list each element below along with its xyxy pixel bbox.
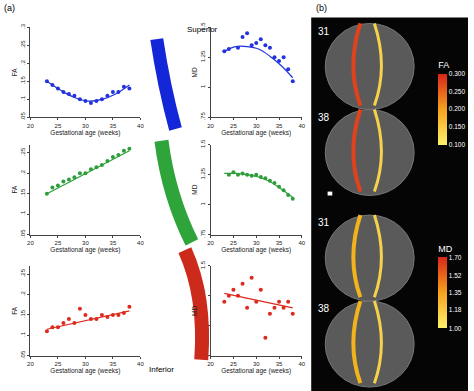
svg-text:1.25: 1.25	[200, 167, 206, 179]
svg-text:30: 30	[253, 361, 260, 367]
svg-text:35: 35	[110, 123, 117, 129]
svg-text:1.5: 1.5	[200, 139, 206, 148]
svg-text:.05: .05	[20, 229, 26, 238]
svg-text:.15: .15	[20, 76, 26, 85]
svg-text:20: 20	[27, 361, 34, 367]
svg-text:40: 40	[299, 240, 306, 246]
svg-text:.75: .75	[200, 350, 206, 359]
svg-text:.05: .05	[20, 112, 26, 121]
svg-text:40: 40	[137, 240, 144, 246]
svg-text:(b): (b)	[316, 3, 327, 13]
svg-text:1: 1	[200, 201, 206, 205]
svg-text:0.150: 0.150	[449, 123, 466, 130]
svg-text:FA: FA	[11, 306, 18, 315]
svg-text:0.300: 0.300	[449, 70, 466, 77]
svg-text:40: 40	[137, 123, 144, 129]
svg-text:1.25: 1.25	[200, 288, 206, 300]
svg-text:.2: .2	[20, 290, 26, 296]
svg-text:35: 35	[276, 361, 283, 367]
svg-text:35: 35	[276, 240, 283, 246]
svg-text:.15: .15	[20, 309, 26, 318]
svg-text:.1: .1	[20, 95, 26, 101]
svg-text:1.18: 1.18	[449, 306, 462, 313]
svg-text:20: 20	[207, 123, 214, 129]
svg-text:Gestational age (weeks): Gestational age (weeks)	[221, 246, 291, 254]
svg-text:1.5: 1.5	[200, 260, 206, 269]
svg-text:.05: .05	[20, 350, 26, 359]
svg-text:25: 25	[55, 240, 62, 246]
svg-text:35: 35	[110, 240, 117, 246]
svg-text:Gestational age (weeks): Gestational age (weeks)	[221, 367, 291, 375]
svg-text:(a): (a)	[4, 3, 15, 13]
svg-text:25: 25	[230, 240, 237, 246]
svg-text:.15: .15	[20, 188, 26, 197]
svg-text:25: 25	[55, 123, 62, 129]
svg-text:1.25: 1.25	[200, 50, 206, 62]
svg-text:MD: MD	[191, 305, 198, 315]
svg-text:FA: FA	[11, 68, 18, 77]
svg-text:.3: .3	[20, 23, 26, 29]
svg-text:20: 20	[207, 240, 214, 246]
svg-text:40: 40	[299, 123, 306, 129]
svg-text:31: 31	[318, 217, 330, 228]
svg-text:1.00: 1.00	[449, 325, 462, 332]
svg-text:25: 25	[230, 361, 237, 367]
svg-text:35: 35	[110, 361, 117, 367]
svg-text:.2: .2	[20, 169, 26, 175]
svg-text:0.250: 0.250	[449, 88, 466, 95]
svg-text:1: 1	[200, 323, 206, 327]
svg-text:.75: .75	[200, 112, 206, 121]
svg-text:30: 30	[82, 240, 89, 246]
svg-text:.25: .25	[20, 268, 26, 277]
svg-text:1.35: 1.35	[449, 289, 462, 296]
svg-text:1.5: 1.5	[200, 22, 206, 31]
svg-text:31: 31	[318, 26, 330, 37]
svg-text:Superior: Superior	[187, 25, 218, 34]
svg-text:20: 20	[27, 123, 34, 129]
svg-text:.25: .25	[20, 40, 26, 49]
svg-text:.2: .2	[20, 59, 26, 65]
svg-text:25: 25	[230, 123, 237, 129]
svg-text:35: 35	[276, 123, 283, 129]
svg-text:0.200: 0.200	[449, 105, 466, 112]
svg-text:MD: MD	[191, 67, 198, 77]
svg-text:Gestational age (weeks): Gestational age (weeks)	[50, 246, 120, 254]
svg-text:.25: .25	[20, 147, 26, 156]
svg-text:40: 40	[137, 361, 144, 367]
svg-text:0.100: 0.100	[449, 141, 466, 148]
svg-text:20: 20	[207, 361, 214, 367]
svg-text:1: 1	[200, 84, 206, 88]
svg-text:38: 38	[318, 303, 330, 314]
svg-text:MD: MD	[191, 184, 198, 194]
svg-text:.1: .1	[20, 210, 26, 216]
svg-text:20: 20	[27, 240, 34, 246]
svg-text:Gestational age (weeks): Gestational age (weeks)	[50, 367, 120, 375]
svg-text:30: 30	[82, 123, 89, 129]
svg-text:Gestational age (weeks): Gestational age (weeks)	[50, 129, 120, 137]
svg-text:25: 25	[55, 361, 62, 367]
svg-text:Gestational age (weeks): Gestational age (weeks)	[221, 129, 291, 137]
svg-text:1.70: 1.70	[449, 254, 462, 261]
svg-text:.1: .1	[20, 331, 26, 337]
svg-text:1.52: 1.52	[449, 272, 462, 279]
svg-text:30: 30	[253, 123, 260, 129]
svg-text:30: 30	[253, 240, 260, 246]
svg-text:FA: FA	[11, 185, 18, 194]
svg-text:.75: .75	[200, 229, 206, 238]
svg-text:MD: MD	[438, 244, 452, 254]
svg-text:38: 38	[318, 112, 330, 123]
svg-text:FA: FA	[438, 60, 449, 70]
svg-text:40: 40	[299, 361, 306, 367]
svg-text:30: 30	[82, 361, 89, 367]
svg-text:Inferior: Inferior	[149, 365, 174, 374]
